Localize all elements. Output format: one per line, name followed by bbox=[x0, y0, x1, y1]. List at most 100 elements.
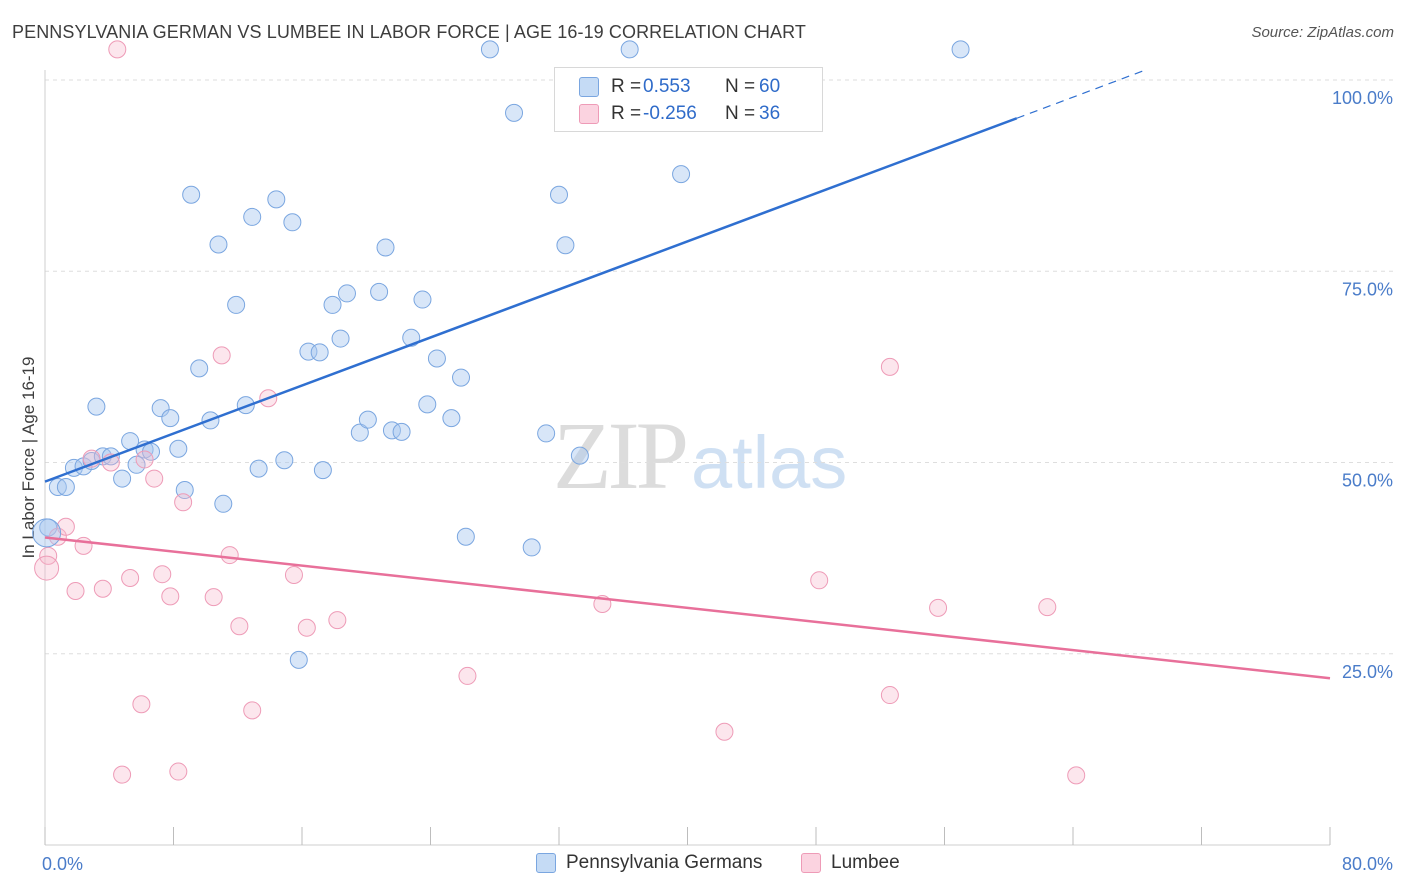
data-point-lumbee bbox=[243, 701, 262, 720]
data-point-pennsylvania-germans bbox=[283, 213, 302, 232]
x-tick-label: 80.0% bbox=[1342, 854, 1393, 874]
data-point-lumbee bbox=[328, 611, 347, 630]
y-axis-label: In Labor Force | Age 16-19 bbox=[19, 357, 38, 559]
data-point-pennsylvania-germans bbox=[169, 439, 188, 458]
data-point-lumbee bbox=[169, 762, 188, 781]
legend-n-label: N = bbox=[725, 103, 756, 124]
chart-title: PENNSYLVANIA GERMAN VS LUMBEE IN LABOR F… bbox=[12, 22, 806, 42]
legend-r-label: R = bbox=[611, 76, 642, 97]
data-point-pennsylvania-germans bbox=[522, 538, 541, 557]
data-point-lumbee bbox=[1038, 598, 1057, 617]
data-point-pennsylvania-germans bbox=[376, 238, 395, 257]
data-point-lumbee bbox=[132, 695, 151, 714]
data-point-pennsylvania-germans bbox=[151, 399, 170, 418]
data-point-pennsylvania-germans bbox=[32, 518, 62, 548]
y-tick-label: 50.0% bbox=[1342, 471, 1393, 491]
y-tick-label: 75.0% bbox=[1342, 279, 1393, 299]
legend-n-value: 60 bbox=[759, 76, 781, 97]
data-point-pennsylvania-germans bbox=[161, 409, 180, 428]
data-point-pennsylvania-germans bbox=[275, 451, 294, 470]
trendline-pennsylvania-germans bbox=[44, 117, 1018, 483]
data-point-lumbee bbox=[174, 493, 193, 512]
data-point-pennsylvania-germans bbox=[480, 40, 499, 59]
data-point-lumbee bbox=[230, 617, 249, 636]
data-point-lumbee bbox=[66, 582, 85, 601]
data-point-lumbee bbox=[34, 555, 60, 581]
data-point-pennsylvania-germans bbox=[337, 284, 356, 303]
data-point-pennsylvania-germans bbox=[413, 290, 432, 309]
data-point-pennsylvania-germans bbox=[951, 40, 970, 59]
data-point-pennsylvania-germans bbox=[267, 190, 286, 209]
x-tick-label: 0.0% bbox=[42, 854, 83, 874]
data-point-lumbee bbox=[135, 450, 154, 469]
data-point-pennsylvania-germans bbox=[537, 424, 556, 443]
data-point-pennsylvania-germans bbox=[249, 459, 268, 478]
data-point-pennsylvania-germans bbox=[214, 494, 233, 513]
data-point-lumbee bbox=[108, 40, 127, 59]
data-point-pennsylvania-germans bbox=[190, 359, 209, 378]
data-point-pennsylvania-germans bbox=[418, 395, 437, 414]
data-point-pennsylvania-germans bbox=[310, 343, 329, 362]
data-point-pennsylvania-germans bbox=[182, 185, 201, 204]
data-point-pennsylvania-germans bbox=[331, 329, 350, 348]
data-point-pennsylvania-germans bbox=[113, 469, 132, 488]
y-tick-label: 25.0% bbox=[1342, 662, 1393, 682]
trendline-pennsylvania-germans-extension bbox=[1016, 69, 1146, 119]
data-point-lumbee bbox=[145, 469, 164, 488]
data-point-pennsylvania-germans bbox=[313, 461, 332, 480]
series-legend: Pennsylvania Germans Lumbee bbox=[0, 852, 1406, 878]
data-point-lumbee bbox=[93, 579, 112, 598]
data-point-pennsylvania-germans bbox=[672, 165, 691, 184]
data-point-lumbee bbox=[220, 546, 239, 565]
data-point-lumbee bbox=[1067, 766, 1086, 785]
source-credit: Source: ZipAtlas.com bbox=[1251, 24, 1394, 41]
data-point-pennsylvania-germans bbox=[227, 295, 246, 314]
data-point-pennsylvania-germans bbox=[427, 349, 446, 368]
data-point-lumbee bbox=[297, 618, 316, 637]
legend-r-value: 0.553 bbox=[643, 76, 691, 97]
data-point-lumbee bbox=[929, 598, 948, 617]
y-tick-label: 100.0% bbox=[1332, 88, 1393, 108]
data-point-pennsylvania-germans bbox=[556, 236, 575, 255]
data-point-lumbee bbox=[153, 565, 172, 584]
legend-r-label: R = bbox=[611, 103, 642, 124]
data-point-pennsylvania-germans bbox=[456, 527, 475, 546]
trendline-lumbee bbox=[44, 536, 1331, 680]
data-point-pennsylvania-germans bbox=[323, 295, 342, 314]
series-swatch-blue bbox=[536, 853, 556, 873]
data-point-pennsylvania-germans bbox=[87, 397, 106, 416]
series-swatch-pink bbox=[801, 853, 821, 873]
data-point-lumbee bbox=[810, 571, 829, 590]
data-point-pennsylvania-germans bbox=[570, 446, 589, 465]
data-point-pennsylvania-germans bbox=[370, 282, 389, 301]
legend-r-value: -0.256 bbox=[643, 103, 697, 124]
series-legend-pennsylvania-germans: Pennsylvania Germans bbox=[536, 852, 762, 874]
data-point-lumbee bbox=[121, 569, 140, 588]
series-label: Pennsylvania Germans bbox=[566, 852, 763, 873]
data-point-lumbee bbox=[204, 588, 223, 607]
legend-row-pennsylvania-germans: R = 0.553 N = 60 bbox=[579, 74, 780, 100]
data-point-lumbee bbox=[715, 722, 734, 741]
legend-swatch-pink bbox=[579, 104, 599, 124]
data-point-lumbee bbox=[161, 587, 180, 606]
data-point-pennsylvania-germans bbox=[442, 409, 461, 428]
data-point-pennsylvania-germans bbox=[392, 422, 411, 441]
data-point-lumbee bbox=[284, 565, 303, 584]
data-point-lumbee bbox=[113, 765, 132, 784]
data-point-pennsylvania-germans bbox=[358, 410, 377, 429]
data-point-pennsylvania-germans bbox=[243, 207, 262, 226]
data-point-pennsylvania-germans bbox=[452, 368, 471, 387]
data-point-pennsylvania-germans bbox=[350, 423, 369, 442]
data-point-pennsylvania-germans bbox=[550, 185, 568, 204]
legend-swatch-blue bbox=[579, 77, 599, 97]
legend-n-label: N = bbox=[725, 76, 756, 97]
data-point-pennsylvania-germans bbox=[620, 40, 639, 59]
data-point-lumbee bbox=[458, 666, 477, 685]
data-point-lumbee bbox=[880, 357, 899, 376]
data-point-pennsylvania-germans bbox=[209, 235, 228, 254]
stats-legend: R = 0.553 N = 60 R = -0.256 N = 36 bbox=[554, 67, 823, 132]
watermark-zip: ZIP bbox=[553, 402, 689, 509]
series-label: Lumbee bbox=[831, 852, 900, 873]
data-point-lumbee bbox=[56, 517, 75, 536]
